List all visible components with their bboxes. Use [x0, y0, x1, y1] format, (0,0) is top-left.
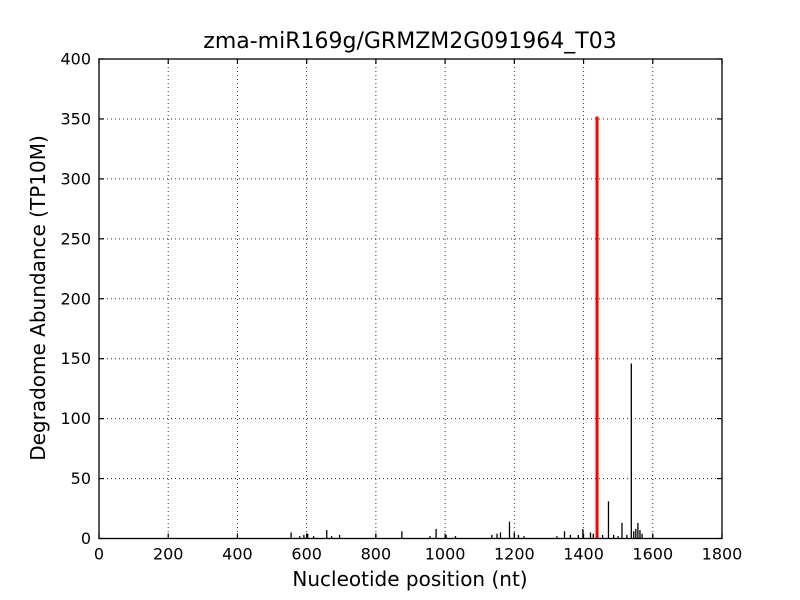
x-tick-label: 1000: [425, 545, 466, 564]
grid-lines: [99, 59, 722, 539]
x-tick-label: 400: [222, 545, 253, 564]
y-tick-label: 200: [60, 289, 91, 308]
x-tick-label: 1800: [702, 545, 743, 564]
x-tick-label: 600: [291, 545, 322, 564]
data-spikes: [290, 116, 654, 539]
y-tick-label: 400: [60, 50, 91, 69]
y-tick-label: 150: [60, 349, 91, 368]
y-tick-label: 350: [60, 109, 91, 128]
plot-frame: [98, 58, 723, 540]
axis-ticks: [98, 58, 723, 540]
x-tick-label: 0: [94, 545, 104, 564]
y-tick-label: 300: [60, 169, 91, 188]
x-tick-label: 1200: [494, 545, 535, 564]
x-tick-label: 1400: [563, 545, 604, 564]
y-axis-label: Degradome Abundance (TP10M): [26, 135, 50, 461]
tick-labels: 0 200 400 600 800 1000 1200 1400 1600 1800 0 50 100 1…: [60, 50, 742, 564]
y-tick-label: 0: [81, 529, 91, 548]
y-tick-label: 50: [71, 469, 91, 488]
x-tick-label: 800: [361, 545, 392, 564]
x-tick-label: 1600: [632, 545, 673, 564]
axes-frame: [98, 58, 723, 540]
x-tick-label: 200: [153, 545, 184, 564]
y-tick-label: 100: [60, 409, 91, 428]
chart-title: zma-miR169g/GRMZM2G091964_T03: [203, 29, 616, 54]
x-axis-label: Nucleotide position (nt): [292, 567, 527, 591]
y-tick-label: 250: [60, 229, 91, 248]
